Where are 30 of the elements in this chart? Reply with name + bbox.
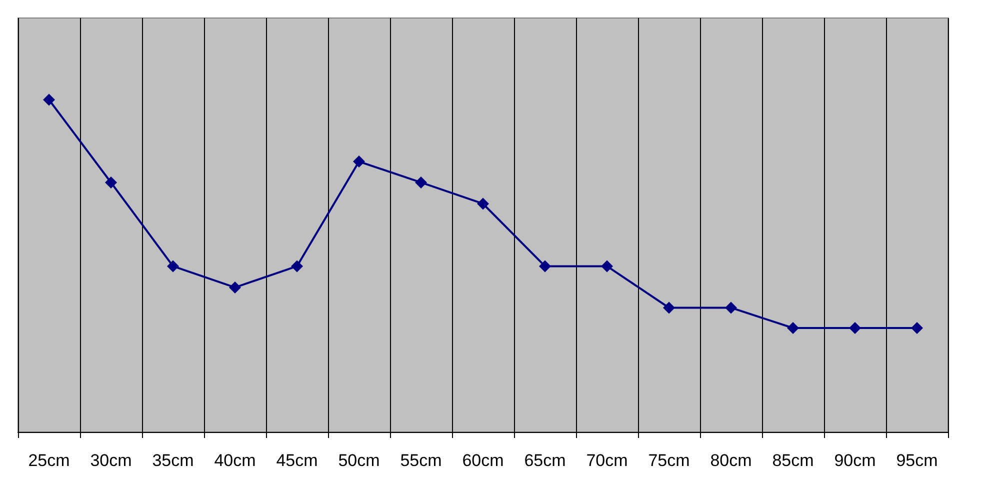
x-tick-label: 80cm bbox=[710, 451, 752, 470]
point bbox=[849, 322, 861, 334]
point bbox=[787, 322, 799, 334]
x-tick-label: 40cm bbox=[214, 451, 256, 470]
x-tick-label: 65cm bbox=[524, 451, 566, 470]
point bbox=[291, 260, 303, 272]
point bbox=[663, 302, 675, 314]
x-tick-label: 60cm bbox=[462, 451, 504, 470]
point bbox=[601, 260, 613, 272]
x-tick-label: 50cm bbox=[338, 451, 380, 470]
point bbox=[415, 176, 427, 188]
point bbox=[229, 281, 241, 294]
x-tick-label: 30cm bbox=[90, 451, 132, 470]
x-tick-label: 55cm bbox=[400, 451, 442, 470]
x-tick-label: 70cm bbox=[586, 451, 628, 470]
point bbox=[353, 156, 365, 168]
point bbox=[911, 322, 923, 334]
x-tick-label: 45cm bbox=[276, 451, 318, 470]
point bbox=[105, 176, 117, 188]
x-tick-label: 85cm bbox=[772, 451, 814, 470]
x-tick-label: 95cm bbox=[896, 451, 938, 470]
x-tick-label: 90cm bbox=[834, 451, 876, 470]
x-tick-label: 25cm bbox=[28, 451, 70, 470]
point bbox=[167, 260, 179, 272]
point bbox=[477, 198, 489, 210]
x-tick-label: 75cm bbox=[648, 451, 690, 470]
point bbox=[725, 302, 737, 314]
x-tick-label: 35cm bbox=[152, 451, 194, 470]
point bbox=[539, 260, 551, 272]
point bbox=[43, 94, 55, 106]
